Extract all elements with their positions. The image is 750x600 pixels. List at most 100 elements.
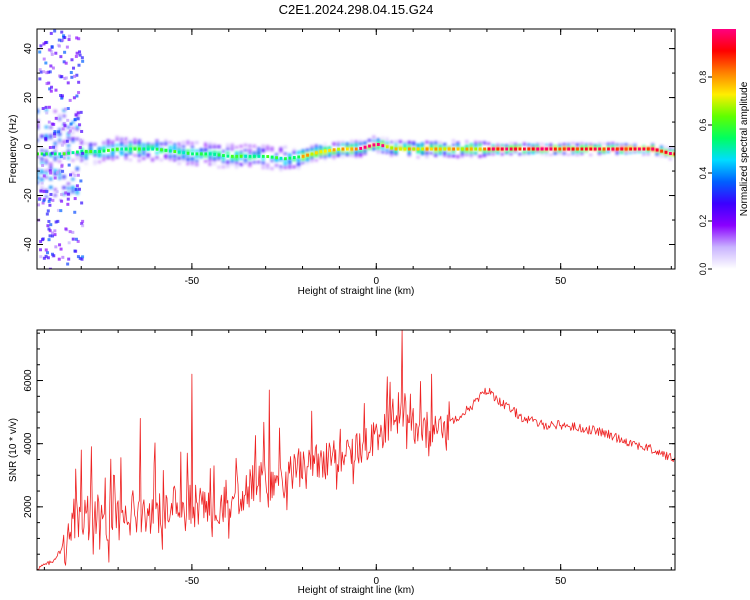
spectrogram-cell: [37, 168, 40, 172]
spectrogram-noise-cell: [45, 82, 49, 86]
spectrogram-cell: [659, 155, 664, 158]
spectrogram-noise-cell: [50, 45, 54, 49]
spectrogram-ridge-cell: [584, 147, 588, 151]
spectrogram-cell: [37, 108, 40, 112]
spectrogram-cell: [606, 150, 611, 153]
spectrogram-cell: [332, 156, 336, 160]
spectrogram-ridge-cell: [244, 154, 247, 158]
spectrogram-cell: [226, 151, 230, 155]
spectrogram-cell: [106, 144, 111, 148]
spectrogram-cell: [186, 142, 190, 146]
spectrogram-ridge-cell: [301, 154, 305, 158]
spectrogram-cell: [279, 168, 283, 172]
spectrogram-cell: [212, 158, 217, 162]
spectrogram-ridge-cell: [576, 147, 579, 151]
spectrogram-ridge-cell: [137, 147, 141, 151]
spectrogram-noise-cell: [47, 105, 51, 109]
spectrogram-ridge-cell: [421, 147, 425, 151]
spectrogram-noise-cell: [54, 116, 58, 120]
spectrogram-cell: [186, 158, 190, 162]
spectrogram-noise-cell: [75, 184, 79, 188]
spectrogram-noise-cell: [53, 134, 57, 138]
spectrogram-cell: [115, 138, 119, 142]
spectrogram-cell: [248, 163, 252, 167]
x-tick-label: 50: [555, 276, 567, 287]
spectrogram-noise-cell: [67, 257, 71, 261]
spectrogram-cell: [234, 152, 239, 156]
spectrogram-cell: [137, 154, 141, 158]
spectrogram-noise-cell: [38, 68, 42, 72]
spectrogram-noise-cell: [71, 230, 75, 234]
spectrogram-cell: [62, 186, 66, 190]
spectrogram-cell: [142, 157, 146, 161]
colorbar-tick-label: 0.2: [698, 215, 708, 228]
spectrogram-cell: [513, 145, 518, 148]
spectrogram-cell: [53, 168, 57, 172]
spectrogram-cell: [336, 151, 341, 155]
spectrogram-cell: [150, 145, 155, 149]
spectrogram-ridge-cell: [226, 154, 230, 158]
spectrogram-noise-cell: [80, 129, 84, 133]
spectrogram-cell: [177, 157, 181, 161]
spectrogram-cell: [442, 151, 447, 155]
spectrogram-cell: [372, 145, 376, 149]
spectrogram-cell: [478, 143, 482, 147]
spectrogram-cell: [504, 144, 509, 147]
spectrogram-noise-cell: [57, 130, 61, 134]
spectrogram-cell: [88, 142, 93, 146]
spectrogram-cell: [496, 144, 500, 147]
spectrogram-cell: [425, 152, 429, 156]
spectrogram-cell: [460, 155, 465, 159]
spectrogram-ridge-cell: [120, 147, 124, 151]
spectrogram-cell: [102, 145, 106, 149]
spectrogram-cell: [221, 160, 226, 164]
spectrogram-cell: [367, 146, 372, 150]
spectrogram-cell: [540, 153, 544, 156]
spectrogram-cell: [115, 143, 119, 147]
spectrogram-cell: [310, 147, 314, 151]
spectrogram-ridge-cell: [288, 156, 292, 160]
spectrogram-cell: [367, 138, 372, 142]
spectrogram-cell: [181, 144, 186, 148]
spectrogram-cell: [332, 154, 336, 158]
spectrogram-cell: [566, 146, 571, 149]
spectrogram-noise-cell: [50, 252, 54, 256]
spectrogram-cell: [465, 152, 469, 156]
spectrogram-cell: [606, 143, 611, 146]
spectrogram-noise-cell: [41, 201, 45, 205]
spectrogram-ridge-cell: [638, 147, 641, 151]
spectrogram-cell: [168, 141, 172, 145]
x-tick-label: -50: [185, 276, 200, 287]
spectrogram-noise-cell: [59, 209, 63, 213]
spectrogram-noise-cell: [51, 234, 55, 238]
spectrogram-cell: [288, 154, 292, 158]
spectrogram-cell: [172, 147, 177, 151]
spectrogram-ridge-cell: [425, 147, 429, 151]
spectrogram-noise-cell: [39, 189, 43, 193]
x-tick-label: 0: [374, 276, 380, 287]
spectrogram-noise-cell: [45, 251, 49, 255]
spectrogram-cell: [102, 141, 106, 145]
spectrogram-cell: [234, 162, 239, 166]
spectrogram-cell: [234, 157, 239, 161]
spectrogram-cell: [239, 153, 243, 157]
spectrogram-cell: [314, 145, 319, 149]
spectrogram-noise-cell: [48, 169, 52, 173]
spectrogram-cell: [53, 193, 57, 197]
spectrogram-noise-cell: [60, 199, 64, 203]
x-tick-label: 0: [374, 576, 380, 587]
spectrogram-cell: [190, 162, 195, 166]
spectrogram-cell: [265, 145, 270, 149]
spectrogram-cell: [57, 116, 62, 120]
spectrogram-cell: [234, 151, 239, 155]
spectrogram-cell: [168, 145, 172, 149]
spectrogram-cell: [460, 151, 465, 155]
spectrogram-cell: [261, 148, 265, 152]
colorbar-tick-label: 0.4: [698, 167, 708, 180]
spectrogram-cell: [597, 153, 602, 156]
spectrogram-cell: [527, 152, 531, 155]
spectrogram-cell: [150, 158, 155, 162]
spectrogram-cell: [434, 150, 438, 154]
spectrogram-cell: [57, 132, 62, 136]
spectrogram-noise-cell: [78, 256, 82, 260]
